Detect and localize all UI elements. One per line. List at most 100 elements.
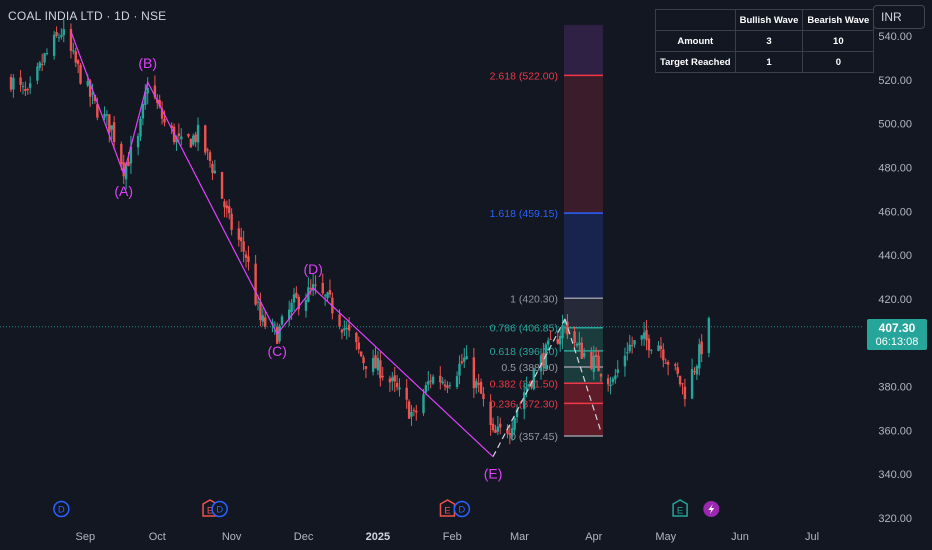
candle-body (60, 34, 63, 38)
candle-body (297, 296, 300, 309)
candle-body (79, 64, 82, 84)
candle-body (43, 53, 46, 63)
candle-body (415, 410, 418, 413)
candle-body (187, 133, 190, 137)
candle-body (345, 327, 348, 330)
fib-level-label: 0.786 (406.85) (490, 323, 558, 335)
y-tick-label: 540.00 (878, 31, 912, 43)
candle-body (194, 134, 197, 143)
x-tick-label: May (655, 531, 676, 543)
candle-body (211, 163, 214, 174)
y-tick-label: 420.00 (878, 294, 912, 306)
candle-body (496, 426, 500, 432)
earnings-marker-letter: E (207, 506, 213, 517)
candle-body (424, 385, 428, 393)
fib-level-label: 1 (420.30) (510, 293, 558, 305)
fib-level-label: 2.618 (522.00) (490, 70, 558, 82)
candle-body (225, 205, 229, 209)
stats-cell-bearish-amount: 10 (802, 30, 875, 52)
candle-body (206, 149, 209, 151)
candle-body (326, 292, 329, 299)
candle-body (21, 86, 25, 88)
y-tick-label: 520.00 (878, 75, 912, 87)
candle-body (379, 360, 382, 379)
candle-body (256, 301, 260, 303)
candle-body (592, 355, 595, 372)
candle-body (287, 309, 291, 320)
candle-body (395, 382, 399, 388)
x-tick-label: Sep (76, 531, 96, 543)
dividend-marker-letter: D (216, 505, 223, 516)
candle-body (72, 50, 75, 52)
candle-body (532, 370, 536, 389)
candle-body (105, 114, 109, 116)
candle-body (523, 392, 526, 409)
earnings-marker (672, 499, 688, 517)
projection-line (492, 318, 566, 457)
candle-body (36, 66, 39, 81)
candle-body (242, 241, 245, 252)
candle-body (276, 327, 279, 344)
candle-body (546, 340, 550, 345)
candle-body (443, 384, 447, 387)
candle-body (139, 118, 142, 137)
candle-body (674, 364, 677, 366)
candle-body (381, 375, 384, 378)
wave-label: (B) (138, 55, 157, 71)
candle-body (563, 320, 567, 324)
candle-body (122, 162, 125, 177)
candle-body (264, 317, 267, 327)
candle-body (110, 125, 113, 130)
candle-body (578, 342, 581, 346)
candle-body (261, 315, 265, 322)
candle-body (623, 355, 627, 367)
candle-body (91, 93, 94, 95)
y-tick-label: 320.00 (878, 513, 912, 525)
candle-body (448, 385, 452, 387)
candle-body (626, 352, 629, 354)
candle-body (472, 357, 476, 389)
fib-level-label: 0 (357.45) (510, 431, 558, 443)
candle-body (321, 282, 324, 294)
y-tick-label: 460.00 (878, 206, 912, 218)
candle-body (129, 146, 133, 164)
currency-button[interactable]: INR (873, 5, 925, 29)
candle-body (590, 351, 593, 369)
candle-body (175, 136, 178, 143)
candle-body (86, 80, 89, 86)
candle-body (192, 135, 195, 145)
candle-body (630, 345, 634, 347)
candle-body (479, 381, 483, 394)
candle-body (647, 338, 651, 351)
x-tick-label: 2025 (366, 531, 390, 543)
candle-body (700, 341, 703, 355)
dividend-marker (453, 500, 471, 518)
candle-body (96, 104, 99, 118)
candle-body (120, 143, 123, 165)
stats-corner-cell (655, 9, 736, 31)
stats-row-label: Target Reached (655, 51, 736, 73)
x-tick-label: Dec (294, 531, 314, 543)
candle-body (254, 263, 257, 305)
candle-body (666, 361, 670, 365)
candle-body (45, 52, 49, 54)
fib-zone (563, 298, 603, 328)
candle-body (259, 302, 262, 321)
candle-body (69, 28, 73, 51)
candle-body (707, 318, 711, 353)
candle-body (391, 377, 394, 382)
candle-body (606, 378, 610, 385)
candle-body (640, 335, 643, 340)
candle-body (136, 135, 140, 148)
candle-body (573, 331, 576, 343)
y-tick-label: 340.00 (878, 469, 912, 481)
candle-body (347, 324, 351, 331)
candle-body (633, 340, 636, 345)
candle-body (681, 383, 684, 385)
candle-body (357, 342, 360, 350)
candle-body (88, 80, 92, 97)
candle-body (127, 161, 130, 166)
candle-body (55, 32, 58, 36)
candle-body (446, 385, 449, 389)
